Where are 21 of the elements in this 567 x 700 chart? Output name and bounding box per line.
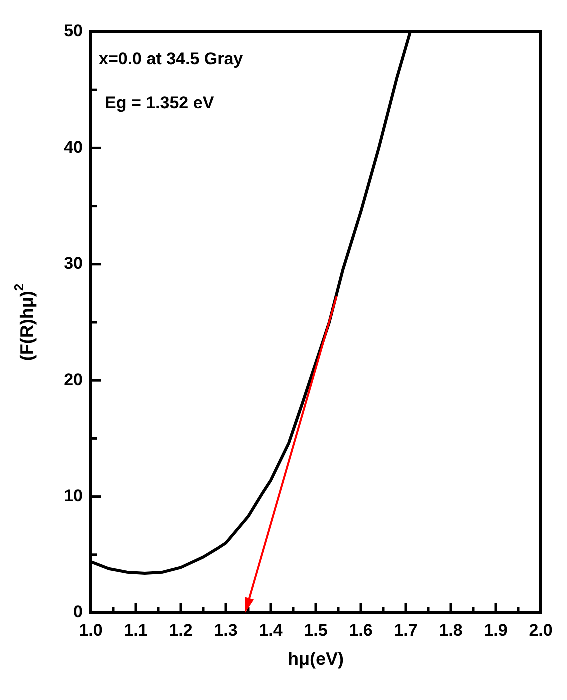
y-tick-label: 50 (64, 22, 83, 41)
y-tick-label: 10 (64, 486, 83, 506)
y-tick-label: 0 (74, 602, 83, 622)
x-tick-label: 2.0 (529, 620, 553, 640)
x-tick-label: 1.1 (124, 620, 148, 640)
y-axis-title: (F(R)hμ)2 (12, 284, 37, 362)
x-tick-label: 1.6 (349, 620, 373, 640)
x-tick-label: 1.4 (259, 620, 284, 640)
x-tick-label: 1.9 (484, 620, 508, 640)
y-tick-label: 20 (64, 370, 83, 390)
y-tick-label: 40 (64, 138, 83, 157)
x-tick-label: 1.5 (304, 620, 328, 640)
y-tick-label: 30 (64, 254, 83, 274)
x-tick-label: 1.7 (394, 620, 418, 640)
x-axis-title: hμ(eV) (288, 649, 344, 670)
x-tick-label: 1.8 (439, 620, 463, 640)
x-tick-label: 1.2 (169, 620, 193, 640)
x-tick-label: 1.0 (79, 620, 103, 640)
x-tick-label: 1.3 (214, 620, 238, 640)
annotation: Eg = 1.352 eV (105, 94, 215, 113)
annotation: x=0.0 at 34.5 Gray (99, 50, 244, 69)
